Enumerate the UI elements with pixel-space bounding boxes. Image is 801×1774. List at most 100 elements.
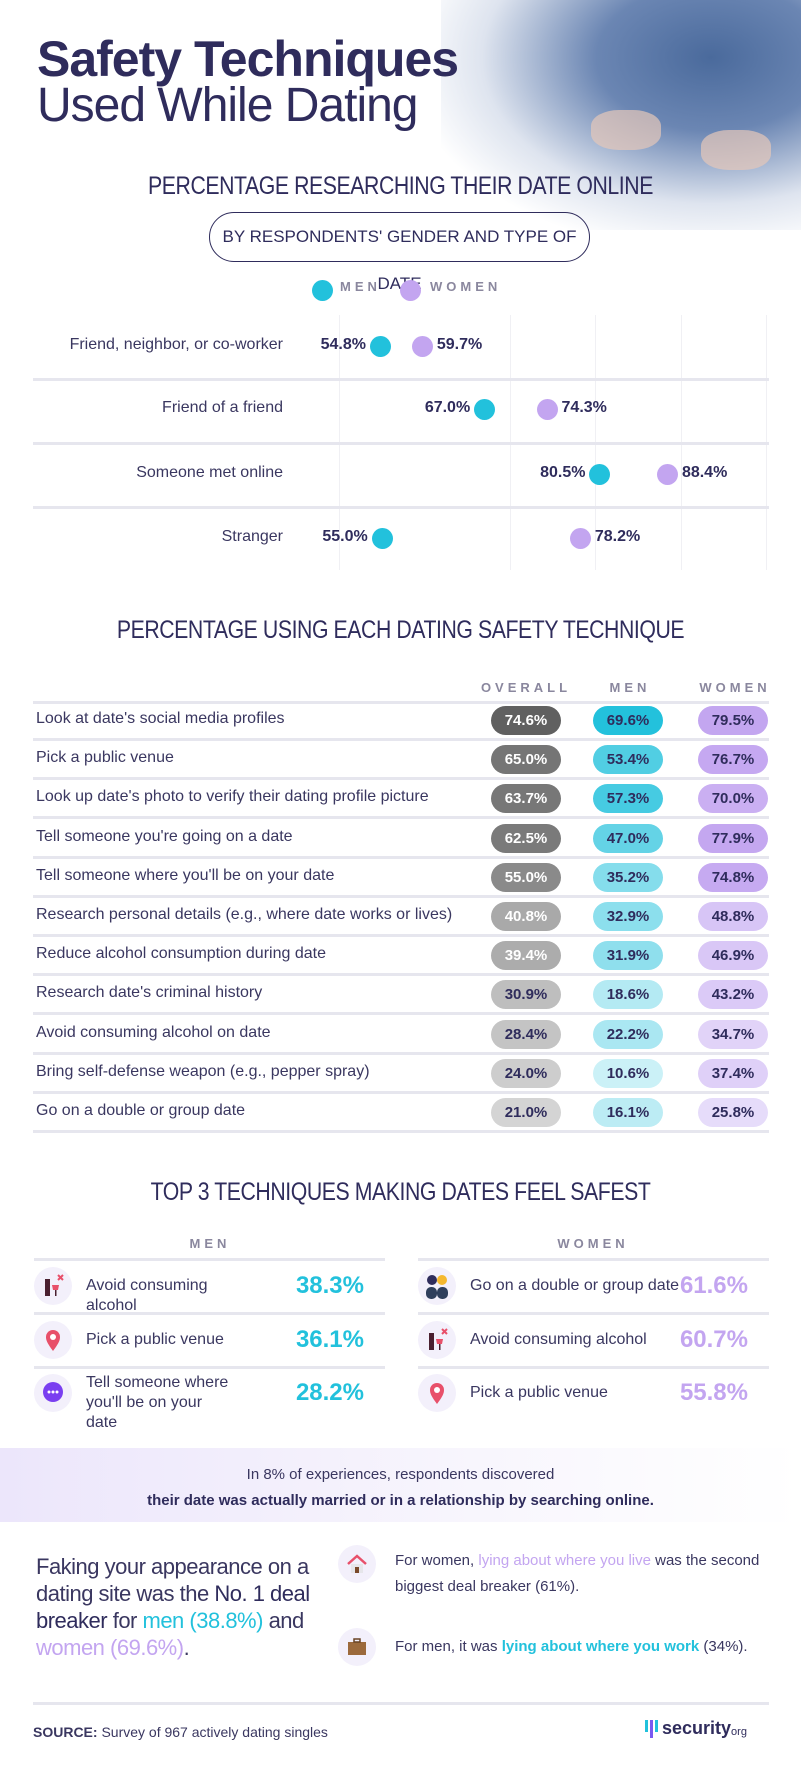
men-technique-label: Avoid consuming alcohol xyxy=(86,1277,208,1314)
women-value-pill: 43.2% xyxy=(698,980,768,1010)
overall-value-pill: 21.0% xyxy=(491,1098,561,1127)
women-dealbreaker: For women, lying about where you live wa… xyxy=(395,1548,765,1600)
row-label: Stranger xyxy=(221,528,283,545)
col-header-men: MEN xyxy=(609,680,651,695)
technique-label: Reduce alcohol consumption during date xyxy=(36,945,326,963)
men-technique-value: 28.2% xyxy=(295,1379,364,1406)
technique-label: Tell someone where you'll be on your dat… xyxy=(36,866,335,884)
text: For women, xyxy=(395,1552,479,1569)
highlight: lying about where you work xyxy=(501,1638,700,1655)
list-divider xyxy=(34,1366,385,1369)
men-value-pill: 69.6% xyxy=(593,706,663,735)
technique-label: Research date's criminal history xyxy=(36,984,263,1002)
row-divider xyxy=(33,1130,769,1133)
legend-women-label: WOMEN xyxy=(430,279,502,294)
women-value-pill: 46.9% xyxy=(698,941,768,971)
men-value-pill: 35.2% xyxy=(593,862,663,892)
men-dot xyxy=(371,528,393,549)
briefcase-icon xyxy=(338,1628,376,1666)
legend-women-dot xyxy=(400,280,421,301)
chat-bubble-icon xyxy=(34,1374,72,1412)
men-technique-value: 36.1% xyxy=(295,1326,364,1353)
list-divider xyxy=(418,1258,769,1261)
women-dot xyxy=(569,528,591,549)
men-technique-label: Tell someone where you'll be on your dat… xyxy=(86,1374,229,1431)
source-label: SOURCE: xyxy=(33,1724,98,1740)
women-value-pill: 74.8% xyxy=(698,862,768,892)
text: for xyxy=(107,1608,143,1633)
technique-label: Pick a public venue xyxy=(36,749,174,767)
men-dot xyxy=(370,336,391,357)
men-value-pill: 10.6% xyxy=(593,1058,663,1088)
men-technique-value: 38.3% xyxy=(295,1272,364,1299)
highlight-no1: No. 1 deal breaker xyxy=(36,1581,310,1633)
overall-value-pill: 30.9% xyxy=(491,980,561,1010)
technique-label: Look up date's photo to verify their dat… xyxy=(36,788,429,806)
highlight: lying about where you live xyxy=(478,1552,651,1569)
callout-band xyxy=(0,1448,801,1522)
text: Faking your appearance on a dating site … xyxy=(36,1554,309,1606)
row-divider xyxy=(33,777,769,781)
overall-value-pill: 40.8% xyxy=(491,902,561,931)
logo-suffix: org xyxy=(731,1725,747,1738)
men-value-label: 55.0% xyxy=(322,528,368,545)
row-label: Friend, neighbor, or co-worker xyxy=(69,336,283,353)
text: (34%). xyxy=(699,1638,748,1655)
men-value-pill: 47.0% xyxy=(593,823,663,853)
row-divider xyxy=(33,506,769,509)
top3-women-header: WOMEN xyxy=(557,1236,629,1251)
men-value-pill: 57.3% xyxy=(593,784,663,814)
men-value-label: 67.0% xyxy=(424,399,471,416)
women-value-pill: 70.0% xyxy=(698,784,768,814)
technique-label: Research personal details (e.g., where d… xyxy=(36,906,453,923)
women-value-label: 78.2% xyxy=(594,528,641,545)
row-divider xyxy=(33,894,769,898)
row-divider xyxy=(33,855,769,859)
women-dot xyxy=(656,464,678,485)
security-org-logo: security org xyxy=(645,1718,747,1739)
text: was the second biggest deal breaker (61%… xyxy=(395,1552,760,1595)
row-divider xyxy=(33,1090,769,1094)
col-header-overall: OVERALL xyxy=(480,680,572,695)
wine-no-icon xyxy=(34,1267,72,1305)
list-divider xyxy=(418,1312,769,1315)
group-people-icon xyxy=(418,1267,456,1305)
women-technique-label: Pick a public venue xyxy=(470,1384,608,1401)
women-technique-value: 55.8% xyxy=(679,1379,748,1406)
legend-men-dot xyxy=(312,280,333,301)
women-dot xyxy=(411,336,433,357)
row-divider xyxy=(33,1012,769,1016)
men-value-label: 80.5% xyxy=(540,464,586,481)
chart1-title: PERCENTAGE RESEARCHING THEIR DATE ONLINE xyxy=(148,172,653,200)
men-value-pill: 31.9% xyxy=(593,941,663,971)
men-dealbreaker: For men, it was lying about where you wo… xyxy=(395,1634,765,1660)
women-value-label: 88.4% xyxy=(681,464,728,481)
women-value-pill: 25.8% xyxy=(698,1098,768,1127)
women-value-label: 74.3% xyxy=(561,399,607,416)
women-value-pill: 37.4% xyxy=(698,1058,768,1088)
dealbreaker-paragraph: Faking your appearance on a dating site … xyxy=(36,1553,316,1661)
men-technique-label: Pick a public venue xyxy=(86,1331,224,1348)
text: . xyxy=(183,1635,190,1660)
row-label: Friend of a friend xyxy=(162,399,283,416)
row-divider xyxy=(33,701,769,704)
wine-no-icon xyxy=(418,1321,456,1359)
technique-label: Tell someone you're going on a date xyxy=(36,827,293,845)
women-value-pill: 79.5% xyxy=(698,706,768,735)
technique-label: Look at date's social media profiles xyxy=(36,710,285,727)
women-value-pill: 48.8% xyxy=(698,902,768,931)
chart1-subtitle: BY RESPONDENTS' GENDER AND TYPE OF DATE xyxy=(209,212,590,293)
technique-label: Go on a double or group date xyxy=(36,1102,246,1119)
highlight-men: men (38.8%) xyxy=(142,1608,264,1633)
top3-men-header: MEN xyxy=(189,1236,231,1251)
women-value-pill: 34.7% xyxy=(698,1019,768,1049)
callout-line1: In 8% of experiences, respondents discov… xyxy=(246,1466,555,1483)
source-text: Survey of 967 actively dating singles xyxy=(97,1724,328,1740)
row-divider xyxy=(33,738,769,741)
logo-text: security xyxy=(662,1718,732,1738)
header-photo xyxy=(441,0,801,230)
women-technique-label: Avoid consuming alcohol xyxy=(470,1331,647,1348)
text: For men, it was xyxy=(395,1638,502,1655)
title-line1: Safety Techniques xyxy=(37,31,459,87)
row-divider xyxy=(33,1051,769,1055)
